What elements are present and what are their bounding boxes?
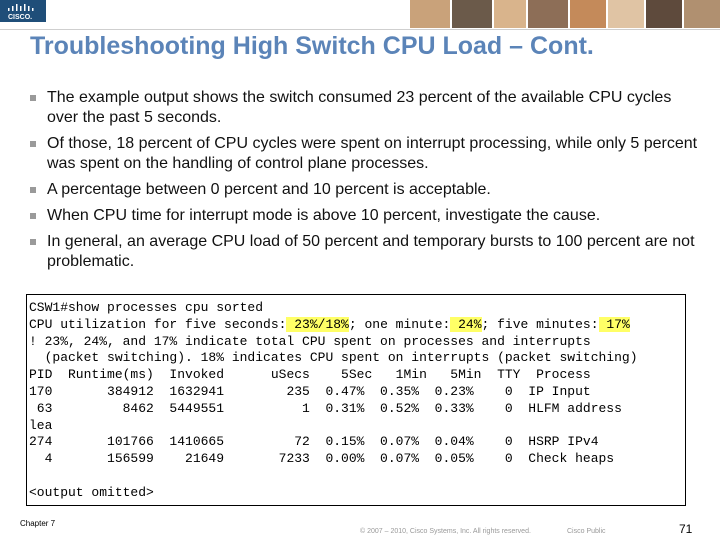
footer-classification: Cisco Public xyxy=(567,528,606,535)
footer-copyright: © 2007 – 2010, Cisco Systems, Inc. All r… xyxy=(360,528,531,535)
code-line: 4 156599 21649 7233 0.00% 0.07% 0.05% 0 … xyxy=(29,451,685,468)
code-text: lea xyxy=(29,417,53,433)
code-text: 170 384912 1632941 235 0.47% 0.35% 0.23%… xyxy=(29,383,591,399)
code-text: <output omitted> xyxy=(29,484,154,500)
bullet: Of those, 18 percent of CPU cycles were … xyxy=(30,134,700,174)
page-number: 71 xyxy=(679,522,693,536)
code-line: CPU utilization for five seconds: 23%/18… xyxy=(29,316,685,334)
cli-output: CSW1#show processes cpu sorted CPU utiliz… xyxy=(26,294,686,506)
code-text: PID Runtime(ms) Invoked uSecs 5Sec 1Min … xyxy=(29,367,591,383)
code-text: (packet switching). 18% indicates CPU sp… xyxy=(29,350,638,366)
code-line: ! 23%, 24%, and 17% indicate total CPU s… xyxy=(29,334,685,351)
code-text: CSW1#show processes cpu sorted xyxy=(29,300,264,315)
bullet: When CPU time for interrupt mode is abov… xyxy=(30,206,700,226)
code-line: lea xyxy=(29,418,685,435)
logo-text: CISCO. xyxy=(8,14,32,21)
highlighted-value: 17% xyxy=(598,316,630,332)
highlighted-value: 23%/18% xyxy=(286,316,349,332)
bullet: A percentage between 0 percent and 10 pe… xyxy=(30,180,700,200)
code-text: CPU utilization for five seconds: xyxy=(29,316,287,332)
logo-mark: CISCO. xyxy=(0,0,46,22)
highlighted-value: 24% xyxy=(450,316,482,332)
code-line: 63 8462 5449551 1 0.31% 0.52% 0.33% 0 HL… xyxy=(29,401,685,418)
bullet-list: The example output shows the switch cons… xyxy=(30,88,700,278)
code-line: <output omitted> xyxy=(29,485,685,502)
code-text: 63 8462 5449551 1 0.31% 0.52% 0.33% 0 HL… xyxy=(29,400,622,416)
code-line: 170 384912 1632941 235 0.47% 0.35% 0.23%… xyxy=(29,384,685,401)
code-line: PID Runtime(ms) Invoked uSecs 5Sec 1Min … xyxy=(29,367,685,384)
bullet: In general, an average CPU load of 50 pe… xyxy=(30,232,700,272)
code-text: ; five minutes: xyxy=(481,316,599,332)
code-text: 4 156599 21649 7233 0.00% 0.07% 0.05% 0 … xyxy=(29,451,615,467)
code-text: ! 23%, 24%, and 17% indicate total CPU s… xyxy=(29,333,591,349)
photo-strip xyxy=(410,0,720,28)
code-line: 274 101766 1410665 72 0.15% 0.07% 0.04% … xyxy=(29,434,685,451)
slide-title: Troubleshooting High Switch CPU Load – C… xyxy=(30,32,594,60)
code-line: CSW1#show processes cpu sorted xyxy=(29,300,685,317)
code-text: ; one minute: xyxy=(348,316,451,332)
code-text: 274 101766 1410665 72 0.15% 0.07% 0.04% … xyxy=(29,434,599,450)
code-line: (packet switching). 18% indicates CPU sp… xyxy=(29,350,685,367)
header-banner: CISCO. xyxy=(0,0,720,30)
footer-chapter: Chapter 7 xyxy=(20,519,56,528)
bullet: The example output shows the switch cons… xyxy=(30,88,700,128)
